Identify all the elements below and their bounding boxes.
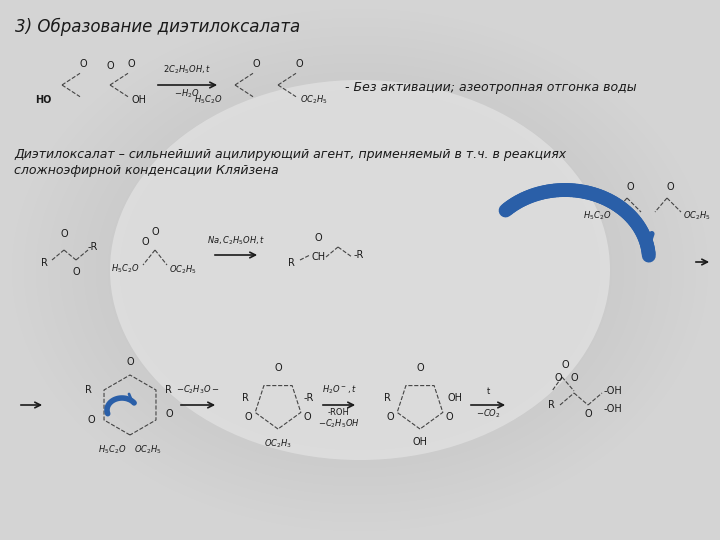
Text: O: O bbox=[314, 233, 322, 243]
Text: O: O bbox=[570, 373, 578, 383]
Text: O: O bbox=[304, 412, 312, 422]
Ellipse shape bbox=[276, 207, 444, 333]
Text: O: O bbox=[387, 412, 394, 422]
Text: $-H_2O$: $-H_2O$ bbox=[174, 88, 199, 100]
Text: Диэтилоксалат – сильнейший ацилирующий агент, применяемый в т.ч. в реакциях: Диэтилоксалат – сильнейший ацилирующий а… bbox=[14, 148, 566, 161]
Text: O: O bbox=[87, 415, 95, 425]
Ellipse shape bbox=[204, 153, 516, 387]
Text: 3) Образование диэтилоксалата: 3) Образование диэтилоксалата bbox=[15, 18, 300, 36]
Ellipse shape bbox=[288, 216, 432, 324]
Ellipse shape bbox=[216, 162, 504, 378]
Text: O: O bbox=[79, 59, 87, 69]
Text: O: O bbox=[151, 227, 159, 237]
Text: O: O bbox=[561, 360, 569, 370]
Text: O: O bbox=[626, 182, 634, 192]
Ellipse shape bbox=[108, 81, 612, 459]
Text: O: O bbox=[244, 412, 252, 422]
Text: O: O bbox=[252, 59, 260, 69]
Text: R: R bbox=[41, 258, 48, 268]
Ellipse shape bbox=[180, 135, 540, 405]
Text: O: O bbox=[126, 357, 134, 367]
Ellipse shape bbox=[300, 225, 420, 315]
Ellipse shape bbox=[228, 171, 492, 369]
Ellipse shape bbox=[144, 108, 576, 432]
Text: $OC_2H_5$: $OC_2H_5$ bbox=[134, 443, 162, 456]
Text: HO: HO bbox=[35, 95, 52, 105]
Text: R: R bbox=[242, 393, 249, 403]
Text: - Без активации; азеотропная отгонка воды: - Без активации; азеотропная отгонка вод… bbox=[345, 82, 636, 94]
Ellipse shape bbox=[336, 252, 384, 288]
Ellipse shape bbox=[264, 198, 456, 342]
Ellipse shape bbox=[192, 144, 528, 396]
Ellipse shape bbox=[84, 63, 636, 477]
Ellipse shape bbox=[72, 54, 648, 486]
Text: -R: -R bbox=[88, 242, 99, 252]
Text: -R: -R bbox=[304, 393, 315, 403]
Text: R: R bbox=[288, 258, 295, 268]
Text: R: R bbox=[384, 393, 391, 403]
Text: CH: CH bbox=[312, 252, 326, 262]
Text: -OH: -OH bbox=[604, 386, 623, 396]
Text: -ROH: -ROH bbox=[328, 408, 350, 417]
Text: O: O bbox=[295, 59, 303, 69]
Text: $H_5C_2O$: $H_5C_2O$ bbox=[194, 94, 222, 106]
Text: R: R bbox=[85, 385, 92, 395]
Ellipse shape bbox=[252, 189, 468, 351]
Ellipse shape bbox=[96, 72, 624, 468]
Text: t: t bbox=[487, 387, 490, 396]
Text: O: O bbox=[554, 373, 562, 383]
Text: $OC_2H_5$: $OC_2H_5$ bbox=[169, 264, 197, 276]
Text: O: O bbox=[274, 363, 282, 373]
Ellipse shape bbox=[156, 117, 564, 423]
Text: O: O bbox=[165, 409, 173, 419]
Text: O: O bbox=[106, 61, 114, 71]
Text: R: R bbox=[165, 385, 172, 395]
Text: $H_5C_2O$: $H_5C_2O$ bbox=[98, 443, 126, 456]
Text: сложноэфирной конденсации Кляйзена: сложноэфирной конденсации Кляйзена bbox=[14, 164, 279, 177]
Text: O: O bbox=[416, 363, 424, 373]
Ellipse shape bbox=[312, 234, 408, 306]
Text: O: O bbox=[60, 229, 68, 239]
Text: $OC_2H_5$: $OC_2H_5$ bbox=[300, 94, 328, 106]
Text: $-C_2H_3O-$: $-C_2H_3O-$ bbox=[176, 383, 220, 396]
Text: R: R bbox=[548, 400, 555, 410]
Text: O: O bbox=[446, 412, 454, 422]
Text: $-CO_2$: $-CO_2$ bbox=[476, 408, 500, 421]
Ellipse shape bbox=[132, 99, 588, 441]
Ellipse shape bbox=[348, 261, 372, 279]
Text: O: O bbox=[127, 59, 135, 69]
Text: OH: OH bbox=[132, 95, 147, 105]
Text: O: O bbox=[666, 182, 674, 192]
Text: -R: -R bbox=[354, 250, 364, 260]
Ellipse shape bbox=[324, 243, 396, 297]
Ellipse shape bbox=[120, 90, 600, 450]
Text: $Na, C_2H_5OH, t$: $Na, C_2H_5OH, t$ bbox=[207, 234, 265, 247]
Text: O: O bbox=[141, 237, 149, 247]
Text: $OC_2H_5$: $OC_2H_5$ bbox=[683, 210, 711, 222]
Text: $H_5C_2O$: $H_5C_2O$ bbox=[582, 210, 611, 222]
Ellipse shape bbox=[168, 126, 552, 414]
Text: $OC_2H_3$: $OC_2H_3$ bbox=[264, 437, 292, 449]
Text: O: O bbox=[584, 409, 592, 419]
Text: $2C_2H_5OH, t$: $2C_2H_5OH, t$ bbox=[163, 64, 211, 76]
Ellipse shape bbox=[240, 180, 480, 360]
Text: O: O bbox=[72, 267, 80, 277]
Text: $-C_2H_5OH$: $-C_2H_5OH$ bbox=[318, 417, 360, 429]
Text: -OH: -OH bbox=[604, 404, 623, 414]
Ellipse shape bbox=[110, 80, 610, 460]
Text: OH: OH bbox=[413, 437, 428, 447]
Text: $H_5C_2O$: $H_5C_2O$ bbox=[111, 263, 139, 275]
Text: OH: OH bbox=[447, 393, 462, 403]
Text: $H_2O^-, t$: $H_2O^-, t$ bbox=[322, 383, 356, 396]
